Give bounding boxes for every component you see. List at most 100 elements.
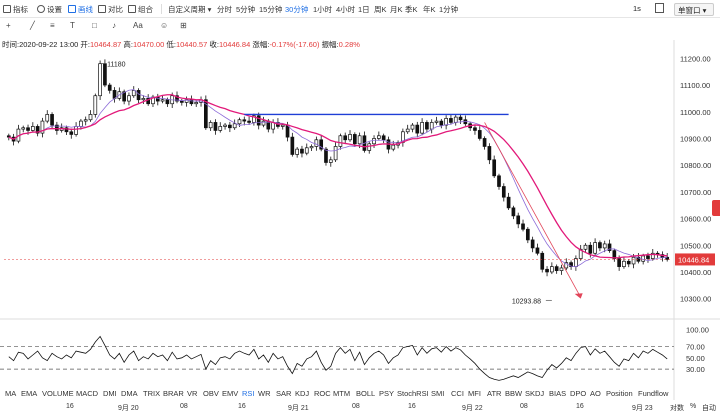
note-icon[interactable]: ♪ [112,21,116,30]
indicator-tab-position[interactable]: Position [606,389,633,398]
resolution-label[interactable]: 1s [633,4,641,13]
period-0[interactable]: 分时 [217,5,232,14]
period-7[interactable]: 周K [374,5,387,14]
emoji-icon[interactable]: ☺ [160,21,169,30]
indicator-tab-bbw[interactable]: BBW [505,389,523,398]
fullscreen-icon[interactable] [655,3,664,13]
indicator-tab-sar[interactable]: SAR [276,389,292,398]
indicator-tab-ao[interactable]: AO [590,389,601,398]
candle-up [93,95,98,115]
layout-select[interactable]: 单窗口 ▾ [674,3,714,16]
indicator-tab-bias[interactable]: BIAS [549,389,567,398]
candle-up [194,102,199,105]
custom-period-select[interactable]: 自定义周期 ▾ [168,5,212,14]
text-icon[interactable]: T [70,21,75,30]
period-2[interactable]: 15分钟 [259,5,283,14]
candle-up [309,146,314,149]
time-label: 08 [180,403,188,410]
indicator-tab-psy[interactable]: PSY [379,389,395,398]
period-8[interactable]: 月K [390,5,403,14]
indicator-tab-kdj[interactable]: KDJ [295,389,310,398]
indicator-tab-rsi[interactable]: RSI [242,389,255,398]
arrow-head [574,293,583,299]
indicator-tab-dma[interactable]: DMA [121,389,138,398]
candle-down [425,122,429,130]
candle-up [79,120,83,127]
period-3[interactable]: 30分钟 [285,5,309,14]
indicator-tab-ma[interactable]: MA [5,389,17,398]
period-9[interactable]: 季K [405,5,418,14]
candle-down [530,239,535,249]
candle-down [122,91,126,102]
indicator-tab-volume[interactable]: VOLUME [42,389,74,398]
compare-button[interactable]: 对比 [98,4,123,15]
indicator-tab-dpo[interactable]: DPO [570,389,587,398]
period-10[interactable]: 年K [423,5,436,14]
indicator-tab-dmi[interactable]: DMI [103,389,117,398]
indicator-tab-obv[interactable]: OBV [203,389,219,398]
grid-icon[interactable]: ⊞ [180,21,187,30]
indicator-tabs: MA EMA VOLUME MACD DMI DMA TRIX BRAR VR OBV EMV RSI… [0,388,720,401]
indicator-tab-skdj[interactable]: SKDJ [525,389,545,398]
time-label: 16 [238,403,246,410]
indicator-tab-stochrsi[interactable]: StochRSI [397,389,429,398]
candle-down [607,243,612,251]
candle-up [21,127,26,130]
candle-up [578,248,583,259]
period-1[interactable]: 5分钟 [236,5,256,14]
settings-button[interactable]: 设置 [37,4,62,15]
indicator-tab-vr[interactable]: VR [187,389,198,398]
log-scale-toggle[interactable]: 对数 [670,405,684,412]
candle-up [141,98,146,101]
draw-button[interactable]: 画线 [68,4,93,15]
candle-down [525,228,530,241]
indicator-tab-roc[interactable]: ROC [314,389,331,398]
period-5[interactable]: 4小时 [336,5,356,14]
candle-up [559,267,564,271]
rect-icon[interactable]: □ [92,21,97,30]
candle-down [506,196,511,209]
indicator-tab-mtm[interactable]: MTM [333,389,351,398]
candle-up [444,118,448,126]
period-4[interactable]: 1小时 [313,5,333,14]
indicator-tab-macd[interactable]: MACD [76,389,99,398]
line-icon[interactable]: ╱ [30,21,35,30]
candle-down [521,223,525,230]
candle-down [540,252,545,270]
crosshair-icon[interactable]: + [6,21,11,30]
period-11[interactable]: 1分钟 [439,5,459,14]
indicator-tab-boll[interactable]: BOLL [356,389,376,398]
indicator-tab-smi[interactable]: SMI [431,389,445,398]
current-price-tag [675,253,715,266]
indicator-tab-trix[interactable]: TRIX [143,389,161,398]
candle-up [333,146,338,161]
period-6[interactable]: 1日 [358,5,370,14]
auto-scale-toggle[interactable]: 自动 [702,405,716,412]
candle-down [189,99,194,105]
candle-down [256,115,261,126]
percent-scale-toggle[interactable]: % [690,403,697,410]
indicator-tab-emv[interactable]: EMV [222,389,239,398]
side-panel-toggle[interactable] [712,200,720,216]
candle-up [98,63,102,97]
indicator-tab-fundflow[interactable]: Fundflow [638,389,669,398]
indicator-tab-cci[interactable]: CCI [451,389,464,398]
candle-down [487,146,492,161]
fib-icon[interactable]: ≡ [50,21,55,30]
gear-icon [37,5,45,13]
time-label: 9月 23 [632,405,653,412]
indicator-tab-ema[interactable]: EMA [21,389,38,398]
candle-down [598,242,602,249]
indicator-tab-mfi[interactable]: MFI [468,389,481,398]
indicator-tab-atr[interactable]: ATR [487,389,502,398]
price-tick-label: 10500.00 [680,241,711,250]
font-icon[interactable]: Aa [133,21,143,30]
indicator-tab-brar[interactable]: BRAR [163,389,184,398]
price-tick-label: 11000.00 [680,108,711,117]
indicators-button[interactable]: 指标 [3,4,28,15]
candle-down [324,148,328,163]
indicator-tab-wr[interactable]: WR [258,389,271,398]
candle-down [501,186,506,198]
combine-button[interactable]: 组合 [128,4,153,15]
